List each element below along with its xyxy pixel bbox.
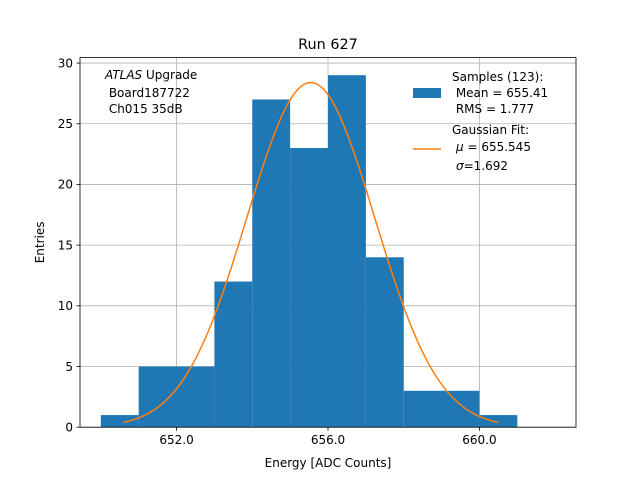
y-tick-label-0: 0	[65, 421, 73, 435]
legend-mean-label: Mean = 655.41	[452, 86, 548, 100]
upgrade-label: Upgrade	[142, 68, 197, 82]
x-tick-label-2: 660.0	[462, 433, 496, 447]
annotation-line-1: ATLAS Upgrade	[104, 68, 197, 82]
sigma-symbol: σ	[456, 159, 464, 173]
mu-symbol: μ	[455, 140, 464, 154]
atlas-annotation: ATLAS Upgrade Board187722 Ch015 35dB	[104, 68, 197, 116]
y-tick-label-4: 20	[58, 178, 73, 192]
y-tick-label-6: 30	[58, 56, 73, 70]
y-tick-label-5: 25	[58, 117, 73, 131]
histogram-bar-2	[214, 281, 253, 428]
histogram-bar-1	[138, 366, 215, 428]
gaussian-fit	[123, 81, 499, 424]
annotation-line-3: Ch015 35dB	[105, 102, 183, 116]
histogram-bars	[100, 75, 518, 428]
y-tick-label-2: 10	[58, 299, 73, 313]
annotation-line-2: Board187722	[105, 86, 190, 100]
x-tick-label-1: 656.0	[311, 433, 345, 447]
histogram-bar-5	[328, 75, 366, 428]
y-tick-label-3: 15	[58, 238, 73, 252]
chart-title: Run 627	[298, 37, 358, 53]
atlas-label: ATLAS	[104, 68, 143, 82]
legend-fit-label: Gaussian Fit:	[452, 123, 529, 137]
histogram-bar-7	[403, 390, 480, 428]
x-tick-label-0: 652.0	[159, 433, 193, 447]
histogram-bar-0	[100, 415, 139, 428]
gaussian-fit-line	[123, 81, 499, 424]
legend-samples-label: Samples (123):	[452, 70, 543, 84]
histogram-bar-4	[290, 148, 328, 428]
sigma-value: =1.692	[464, 159, 508, 173]
axis-ticks: 652.0 656.0 660.0 0 5 10 15 20 25 30	[58, 56, 497, 447]
mu-value: = 655.545	[464, 140, 531, 154]
legend-samples-swatch	[413, 88, 441, 98]
histogram-bar-8	[479, 415, 518, 428]
x-axis-label: Energy [ADC Counts]	[265, 456, 392, 470]
y-axis-label: Entries	[33, 222, 47, 264]
legend-sigma-label: σ=1.692	[456, 159, 508, 173]
histogram-bar-3	[252, 99, 291, 428]
legend-rms-label: RMS = 1.777	[452, 102, 534, 116]
y-tick-label-1: 5	[65, 360, 73, 374]
legend: Samples (123): Mean = 655.41 RMS = 1.777…	[413, 70, 548, 173]
legend-mu-label: μ = 655.545	[455, 140, 531, 154]
histogram-bar-6	[365, 257, 404, 428]
